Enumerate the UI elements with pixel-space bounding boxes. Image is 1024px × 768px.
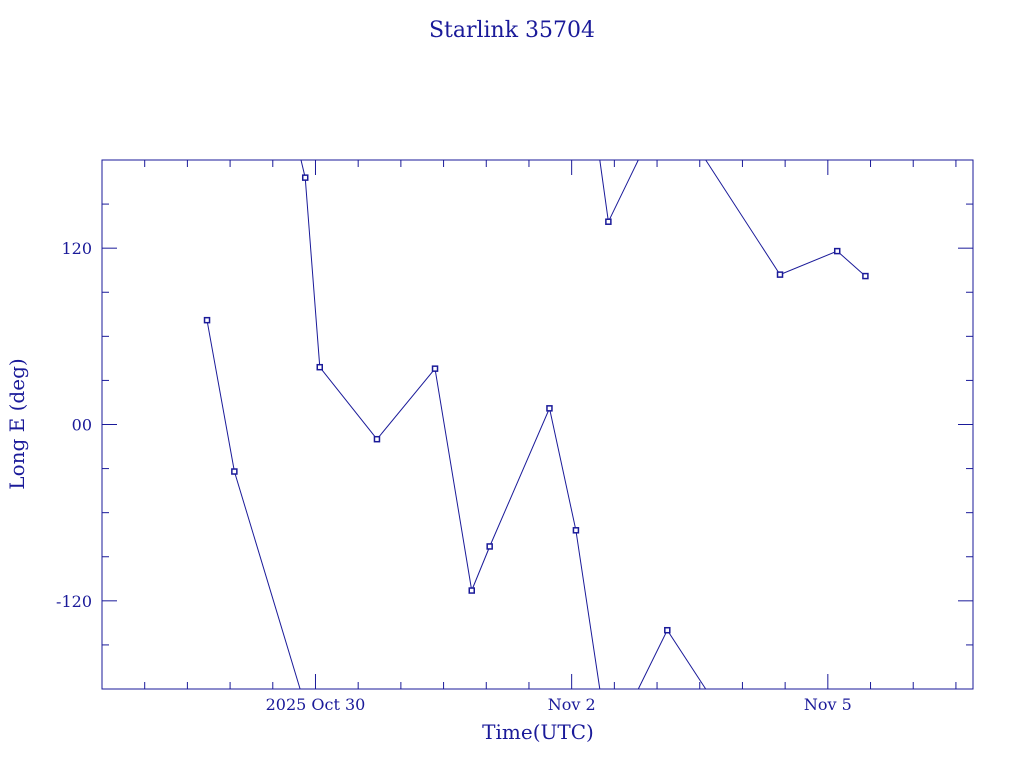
y-tick-label: 00 [72,416,92,435]
axis-ticks [101,160,973,689]
data-point [431,365,439,372]
data-point [833,247,841,255]
data-series [203,159,869,690]
x-tick-label: 2025 Oct 30 [266,695,366,714]
y-tick-label: 120 [61,239,92,258]
x-axis-label: Time(UTC) [482,720,594,744]
x-tick-label: Nov 5 [804,695,852,714]
y-axis-label: Long E (deg) [5,358,29,489]
data-point [862,272,869,280]
series-line [599,159,639,224]
tick-labels: 120 00 -120 2025 Oct 30 Nov 2 Nov 5 [56,239,852,714]
data-point [605,218,612,225]
data-point [546,405,553,412]
data-point [203,316,211,324]
plot-frame [101,159,974,690]
data-point [572,527,580,534]
chart-title: Starlink 35704 [429,18,595,43]
x-tick-label: Nov 2 [548,695,596,714]
data-point [373,435,381,443]
y-tick-label: -120 [56,592,92,611]
data-point [664,626,671,634]
data-point [776,271,784,278]
series-line [206,320,301,690]
data-point [316,363,323,371]
series-line [637,629,707,690]
series-line [705,159,866,277]
data-point [468,587,475,594]
data-point [301,174,309,181]
data-point [486,543,493,550]
data-point [231,468,238,475]
series-line [300,159,601,690]
